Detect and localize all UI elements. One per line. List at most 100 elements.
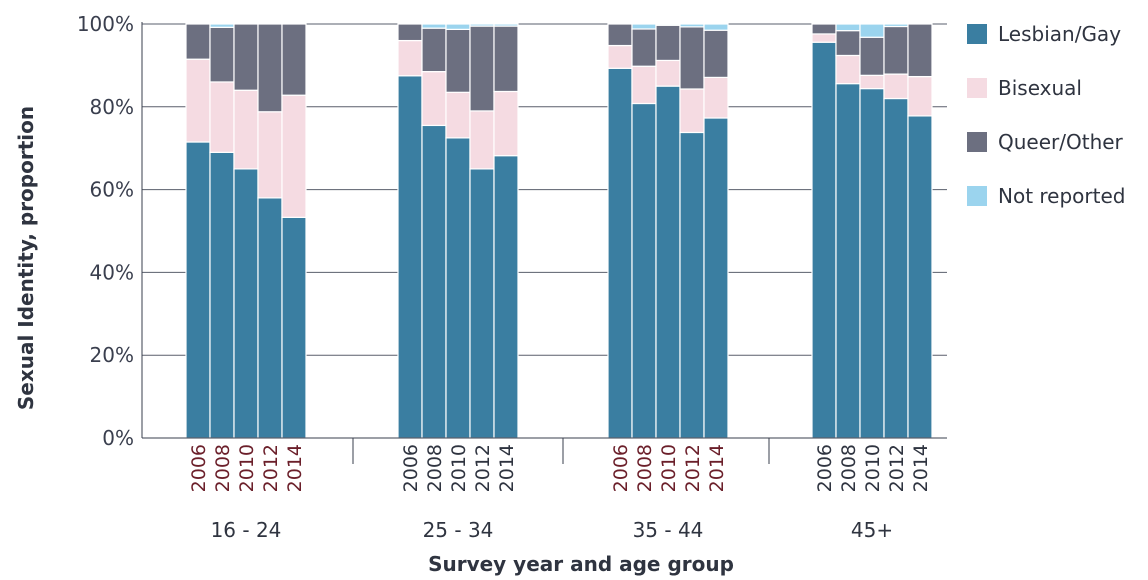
bar-segment-queer-other: [493, 25, 519, 93]
year-label: 2008: [838, 444, 860, 492]
bar-segment-not-reported: [445, 23, 471, 30]
bar-segment-lesbian-gay: [209, 151, 235, 439]
year-label: 2012: [682, 444, 704, 492]
bar-segment-queer-other: [907, 23, 933, 78]
bar-segment-queer-other: [233, 23, 259, 91]
bar-segment-queer-other: [883, 25, 909, 75]
bar-segment-bisexual: [907, 75, 933, 117]
bar-segment-not-reported: [679, 23, 705, 28]
legend-swatch: [967, 132, 987, 152]
legend-label: Bisexual: [998, 76, 1082, 100]
year-label: 2012: [472, 444, 494, 492]
bar-segment-bisexual: [493, 90, 519, 157]
y-axis-title: Sexual Identity, proportion: [14, 106, 38, 410]
legend: Lesbian/Gay Bisexual Queer/Other Not report…: [967, 22, 1125, 208]
bar-segment-not-reported: [469, 23, 495, 27]
bar-segment-queer-other: [281, 23, 307, 96]
bar-segment-queer-other: [185, 23, 211, 60]
bar-segment-queer-other: [445, 28, 471, 93]
bar-segment-lesbian-gay: [679, 131, 705, 439]
bar-segment-not-reported: [859, 23, 885, 38]
bar-segment-bisexual: [233, 89, 259, 170]
year-label: 2010: [658, 444, 680, 492]
bar-segment-bisexual: [469, 110, 495, 170]
bar-segment-bisexual: [607, 44, 633, 69]
bar-segment-lesbian-gay: [397, 75, 423, 439]
y-tick-label: 80%: [90, 95, 134, 119]
bars: [185, 23, 933, 439]
year-label: 2012: [260, 444, 282, 492]
y-tick-label: 20%: [90, 343, 134, 367]
bar-segment-bisexual: [655, 59, 681, 87]
year-label: 2010: [862, 444, 884, 492]
bar-segment-lesbian-gay: [835, 83, 861, 439]
bar-segment-bisexual: [421, 71, 447, 127]
bar-segment-not-reported: [631, 23, 657, 30]
year-label: 2006: [400, 444, 422, 492]
bar-segment-queer-other: [257, 23, 283, 113]
bar-segment-bisexual: [445, 91, 471, 139]
bar-segment-lesbian-gay: [233, 168, 259, 439]
legend-swatch: [967, 186, 987, 206]
bar-segment-not-reported: [883, 23, 909, 28]
legend-label: Not reported: [998, 184, 1125, 208]
legend-label: Lesbian/Gay: [998, 22, 1121, 46]
bar-segment-lesbian-gay: [655, 85, 681, 439]
bar-segment-queer-other: [397, 23, 423, 42]
bar-segment-bisexual: [631, 65, 657, 105]
axes: [141, 22, 947, 464]
bar-segment-lesbian-gay: [631, 102, 657, 439]
bar-segment-lesbian-gay: [883, 97, 909, 439]
bar-segment-queer-other: [655, 24, 681, 62]
bar-segment-bisexual: [835, 54, 861, 85]
year-label: 2014: [706, 444, 728, 492]
bar-segment-lesbian-gay: [469, 168, 495, 439]
bar-segment-lesbian-gay: [185, 141, 211, 439]
bar-segment-lesbian-gay: [421, 124, 447, 439]
bar-segment-not-reported: [493, 23, 519, 27]
y-tick-label: 60%: [90, 178, 134, 202]
x-axis-title: Survey year and age group: [428, 552, 734, 576]
bar-segment-not-reported: [209, 23, 235, 28]
year-label: 2014: [496, 444, 518, 492]
bar-segment-queer-other: [859, 36, 885, 76]
bar-segment-bisexual: [679, 88, 705, 134]
bar-segment-queer-other: [679, 26, 705, 90]
bar-segment-bisexual: [257, 111, 283, 199]
bar-segment-queer-other: [631, 28, 657, 67]
bar-segment-queer-other: [469, 25, 495, 112]
y-tick-label: 40%: [90, 260, 134, 284]
bar-segment-queer-other: [421, 27, 447, 73]
y-tick-labels: 0% 20% 40% 60% 80% 100%: [77, 12, 134, 450]
y-tick-label: 0%: [102, 426, 134, 450]
bar-segment-lesbian-gay: [907, 115, 933, 439]
legend-swatch: [967, 78, 987, 98]
bar-segment-queer-other: [607, 23, 633, 47]
bar-segment-queer-other: [811, 23, 837, 35]
bar-segment-lesbian-gay: [859, 87, 885, 439]
bar-segment-bisexual: [703, 76, 729, 119]
year-label: 2008: [424, 444, 446, 492]
bar-segment-queer-other: [209, 26, 235, 83]
year-label: 2008: [212, 444, 234, 492]
bar-segment-not-reported: [421, 23, 447, 29]
bar-segment-not-reported: [655, 23, 681, 26]
year-label: 2006: [188, 444, 210, 492]
bar-segment-queer-other: [835, 30, 861, 57]
bar-segment-bisexual: [281, 94, 307, 218]
bar-segment-bisexual: [397, 39, 423, 77]
bar-segment-bisexual: [859, 74, 885, 90]
year-label: 2010: [448, 444, 470, 492]
group-label: 25 - 34: [423, 518, 494, 542]
group-label: 45+: [851, 518, 893, 542]
bar-segment-lesbian-gay: [493, 155, 519, 439]
bar-segment-lesbian-gay: [281, 216, 307, 439]
bar-segment-lesbian-gay: [445, 137, 471, 439]
year-label: 2006: [814, 444, 836, 492]
bar-segment-bisexual: [811, 33, 837, 43]
legend-label: Queer/Other: [998, 130, 1124, 154]
year-label: 2014: [910, 444, 932, 492]
bar-segment-bisexual: [883, 73, 909, 100]
